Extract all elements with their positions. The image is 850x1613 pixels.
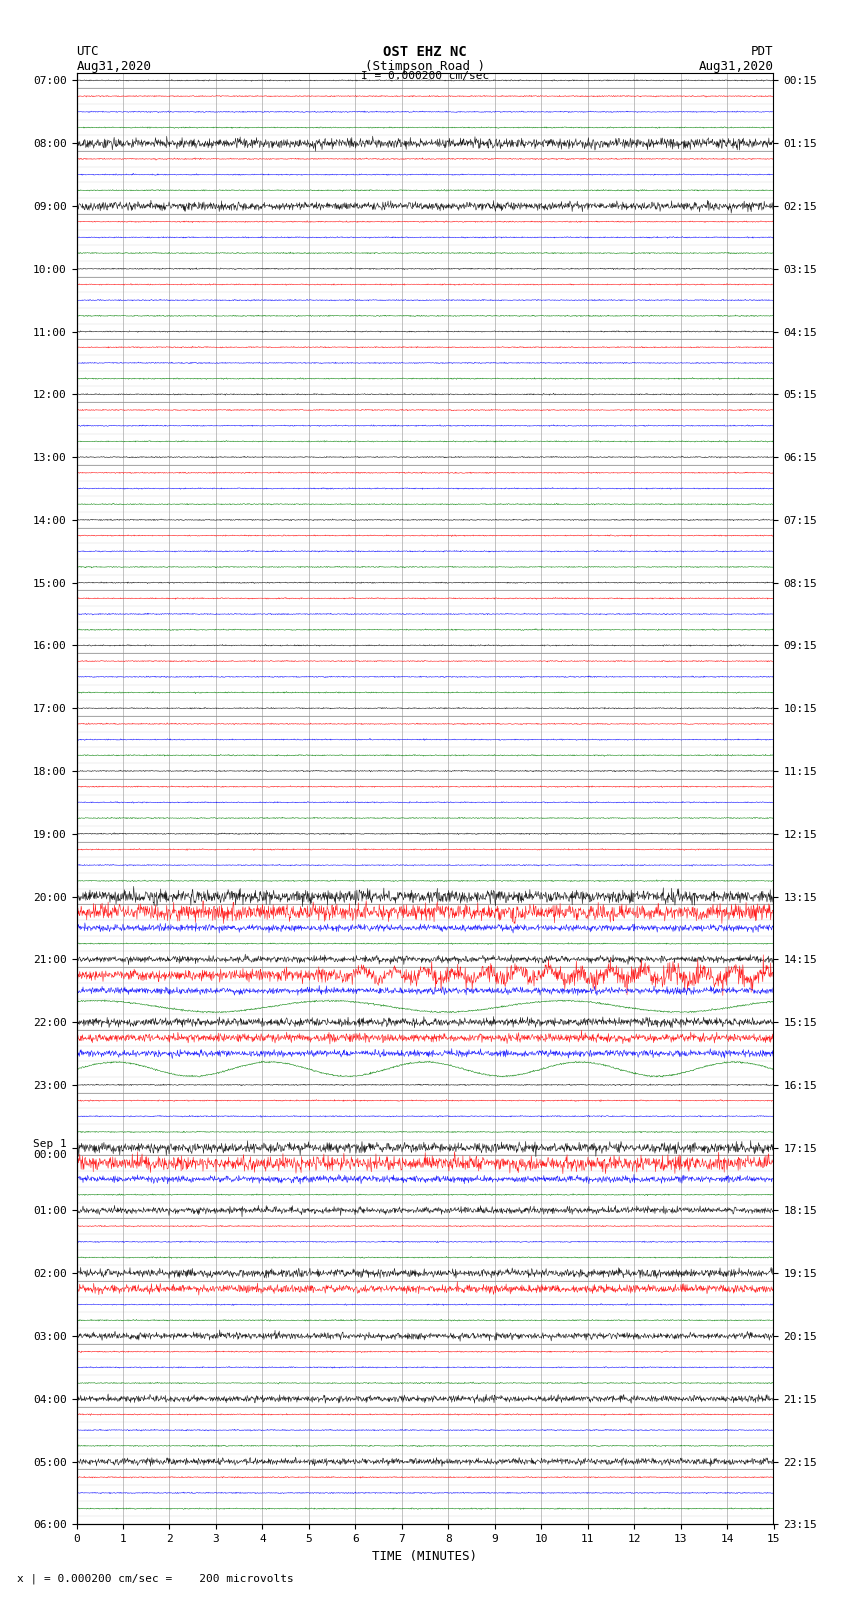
Text: PDT: PDT <box>751 45 774 58</box>
Text: Aug31,2020: Aug31,2020 <box>76 60 151 73</box>
Text: OST EHZ NC: OST EHZ NC <box>383 45 467 60</box>
Text: (Stimpson Road ): (Stimpson Road ) <box>365 60 485 73</box>
Text: UTC: UTC <box>76 45 99 58</box>
Text: I = 0.000200 cm/sec: I = 0.000200 cm/sec <box>361 71 489 81</box>
X-axis label: TIME (MINUTES): TIME (MINUTES) <box>372 1550 478 1563</box>
Text: Aug31,2020: Aug31,2020 <box>699 60 774 73</box>
Text: x | = 0.000200 cm/sec =    200 microvolts: x | = 0.000200 cm/sec = 200 microvolts <box>17 1573 294 1584</box>
